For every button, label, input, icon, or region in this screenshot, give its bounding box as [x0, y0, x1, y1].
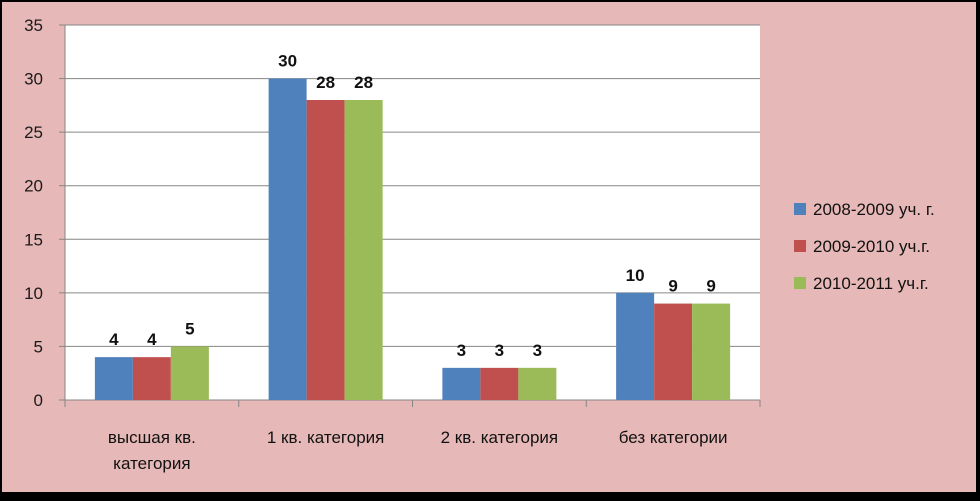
plot-area: 0 5 10 15 20 25 30 35 4 4 5 высшая кв. категория 30 28… [24, 16, 761, 473]
legend-label: 2010-2011 уч.г. [813, 274, 929, 293]
legend-swatch [794, 240, 806, 252]
y-tick-label: 15 [24, 230, 43, 249]
bar-1-3 [442, 367, 481, 400]
data-label: 9 [668, 277, 677, 296]
data-label: 3 [457, 341, 466, 360]
data-label: 30 [278, 52, 297, 71]
bar-3-3 [518, 367, 557, 400]
x-category-label: высшая кв. [108, 428, 196, 447]
legend-swatch [794, 277, 806, 289]
y-tick-label: 25 [24, 123, 43, 142]
data-label: 4 [109, 330, 119, 349]
data-label: 5 [185, 319, 194, 338]
data-label: 3 [533, 341, 542, 360]
bar-3-2 [344, 100, 383, 400]
legend-label: 2009-2010 уч.г. [813, 237, 930, 256]
bar-2-2 [306, 100, 345, 400]
bar-3-1 [170, 346, 209, 400]
data-label: 28 [316, 73, 335, 92]
bar-1-4 [616, 292, 655, 400]
legend-swatch [794, 203, 806, 215]
x-category-label: 1 кв. категория [267, 428, 384, 447]
data-label: 3 [495, 341, 504, 360]
bar-2-4 [654, 303, 693, 400]
x-category-label: 2 кв. категория [441, 428, 558, 447]
data-label: 9 [706, 277, 715, 296]
bar-3-4 [692, 303, 731, 400]
data-label: 28 [354, 73, 373, 92]
y-tick-label: 30 [24, 70, 43, 89]
y-tick-label: 0 [34, 391, 43, 410]
bar-2-3 [480, 367, 519, 400]
bar-1-1 [94, 357, 133, 400]
legend-label: 2008-2009 уч. г. [813, 200, 935, 219]
y-tick-label: 10 [24, 284, 43, 303]
y-tick-label: 35 [24, 16, 43, 35]
x-category-label: категория [113, 454, 190, 473]
y-tick-label: 20 [24, 177, 43, 196]
y-tick-label: 5 [34, 337, 43, 356]
data-label: 10 [626, 266, 645, 285]
bar-1-2 [268, 78, 307, 401]
x-category-label: без категории [619, 428, 728, 447]
data-label: 4 [147, 330, 157, 349]
bar-2-1 [132, 357, 171, 400]
legend: 2008-2009 уч. г. 2009-2010 уч.г. 2010-2011… [794, 200, 935, 293]
